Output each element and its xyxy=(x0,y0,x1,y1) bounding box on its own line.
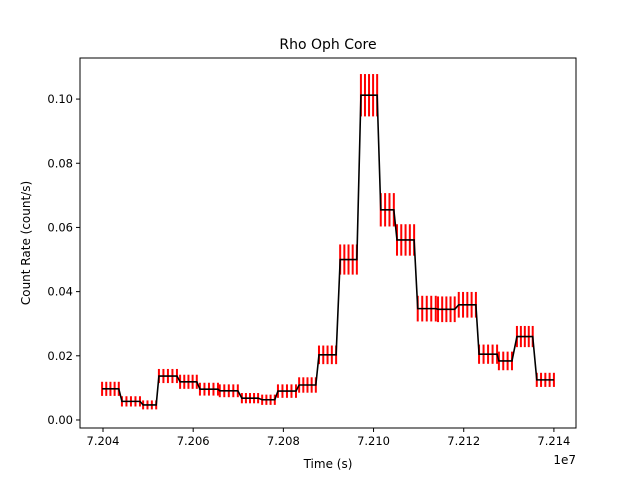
y-tick-label: 0.02 xyxy=(47,349,73,363)
plot-area xyxy=(101,74,555,410)
x-offset-label: 1e7 xyxy=(553,453,576,467)
x-tick-label: 7.212 xyxy=(447,434,480,448)
y-tick-label: 0.06 xyxy=(47,220,73,234)
x-tick-label: 7.204 xyxy=(87,434,120,448)
x-tick-label: 7.208 xyxy=(267,434,300,448)
y-axis-label: Count Rate (count/s) xyxy=(19,181,33,305)
count-rate-line xyxy=(102,94,554,406)
chart-title: Rho Oph Core xyxy=(279,37,376,53)
y-tick-label: 0.08 xyxy=(47,156,73,170)
axes-frame xyxy=(79,57,577,429)
x-axis: 7.204 7.206 7.208 7.210 7.212 7.214 xyxy=(87,428,570,448)
y-tick-label: 0.00 xyxy=(47,413,73,427)
x-tick-label: 7.210 xyxy=(357,434,390,448)
y-tick-label: 0.10 xyxy=(47,92,73,106)
y-axis: 0.00 0.02 0.04 0.06 0.08 0.10 xyxy=(47,92,80,427)
x-tick-label: 7.206 xyxy=(177,434,210,448)
x-tick-label: 7.214 xyxy=(537,434,570,448)
y-tick-label: 0.04 xyxy=(47,285,73,299)
x-axis-label: Time (s) xyxy=(303,457,353,471)
